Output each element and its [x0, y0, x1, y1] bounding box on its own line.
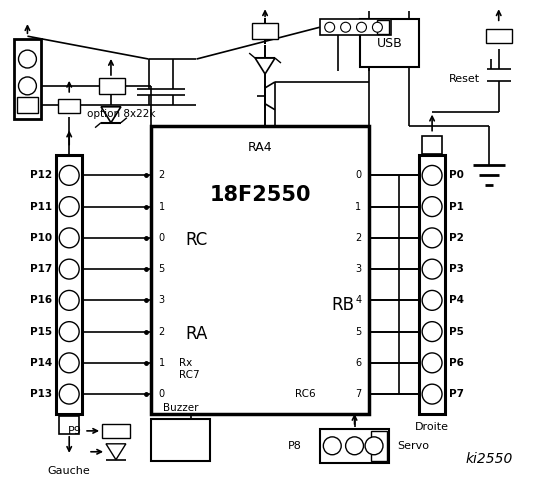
Circle shape: [422, 166, 442, 185]
Circle shape: [422, 290, 442, 310]
Text: 4: 4: [356, 295, 362, 305]
Text: P2: P2: [449, 233, 464, 243]
Circle shape: [422, 322, 442, 342]
Bar: [151, 419, 210, 461]
Circle shape: [365, 437, 383, 455]
Text: P9: P9: [68, 426, 82, 436]
Text: 1: 1: [159, 358, 165, 368]
Text: P7: P7: [449, 389, 464, 399]
Bar: [151, 126, 369, 414]
Circle shape: [341, 22, 351, 32]
Circle shape: [18, 50, 36, 68]
Circle shape: [422, 197, 442, 216]
Circle shape: [422, 228, 442, 248]
Circle shape: [357, 22, 367, 32]
Circle shape: [59, 197, 79, 216]
Polygon shape: [101, 107, 121, 123]
Bar: [372, 431, 387, 461]
Text: RB: RB: [332, 296, 354, 313]
Circle shape: [59, 228, 79, 248]
Text: P12: P12: [30, 170, 53, 180]
Circle shape: [324, 437, 341, 455]
Text: P17: P17: [30, 264, 53, 274]
Text: 18F2550: 18F2550: [210, 185, 311, 205]
Bar: [102, 424, 130, 438]
Text: 7: 7: [355, 389, 362, 399]
Bar: [17, 97, 38, 113]
Text: 0: 0: [159, 233, 165, 243]
Bar: [320, 19, 392, 35]
Text: P6: P6: [449, 358, 464, 368]
Text: P1: P1: [449, 202, 464, 212]
Circle shape: [325, 22, 335, 32]
Bar: [99, 78, 125, 94]
Text: Servo: Servo: [397, 441, 429, 451]
Text: P10: P10: [30, 233, 53, 243]
Circle shape: [422, 259, 442, 279]
Text: 0: 0: [159, 389, 165, 399]
Bar: [422, 136, 442, 154]
Text: P0: P0: [449, 170, 464, 180]
Text: P11: P11: [30, 202, 53, 212]
Text: P3: P3: [449, 264, 464, 274]
Text: P5: P5: [449, 326, 464, 336]
Text: 1: 1: [356, 202, 362, 212]
Circle shape: [422, 384, 442, 404]
Bar: [13, 39, 41, 119]
Text: 3: 3: [159, 295, 165, 305]
Circle shape: [59, 290, 79, 310]
Circle shape: [372, 22, 382, 32]
Polygon shape: [106, 444, 126, 460]
Text: 5: 5: [159, 264, 165, 274]
Text: Reset: Reset: [449, 74, 480, 84]
Text: 2: 2: [355, 233, 362, 243]
Text: 3: 3: [356, 264, 362, 274]
Text: RA4: RA4: [248, 141, 273, 154]
Text: P15: P15: [30, 326, 53, 336]
Text: 1: 1: [159, 202, 165, 212]
Circle shape: [59, 322, 79, 342]
Bar: [58, 99, 80, 113]
Bar: [59, 416, 79, 434]
Text: Droite: Droite: [415, 422, 449, 432]
Text: 2: 2: [159, 326, 165, 336]
Text: 2: 2: [159, 170, 165, 180]
Bar: [359, 19, 419, 67]
Text: RA: RA: [185, 325, 208, 344]
Bar: [252, 23, 278, 39]
Circle shape: [59, 259, 79, 279]
Circle shape: [59, 166, 79, 185]
Text: RC6: RC6: [295, 389, 316, 399]
Text: Gauche: Gauche: [48, 466, 91, 476]
Bar: [320, 429, 389, 463]
Text: RC: RC: [185, 231, 208, 249]
Text: ki2550: ki2550: [465, 452, 513, 466]
Text: Rx
RC7: Rx RC7: [179, 359, 199, 380]
Circle shape: [422, 353, 442, 373]
Text: 6: 6: [356, 358, 362, 368]
Text: P16: P16: [30, 295, 53, 305]
Circle shape: [59, 384, 79, 404]
Polygon shape: [255, 58, 275, 74]
Text: P13: P13: [30, 389, 53, 399]
Text: Buzzer: Buzzer: [163, 403, 199, 413]
Text: 5: 5: [355, 326, 362, 336]
Text: USB: USB: [377, 36, 402, 49]
Text: option 8x22k: option 8x22k: [87, 109, 155, 119]
Bar: [486, 29, 512, 43]
Circle shape: [346, 437, 363, 455]
Text: 0: 0: [356, 170, 362, 180]
Bar: [419, 156, 445, 414]
Bar: [56, 156, 82, 414]
Circle shape: [59, 353, 79, 373]
Circle shape: [18, 77, 36, 95]
Text: P14: P14: [30, 358, 53, 368]
Bar: [377, 20, 389, 34]
Text: P4: P4: [449, 295, 464, 305]
Text: P8: P8: [288, 441, 302, 451]
